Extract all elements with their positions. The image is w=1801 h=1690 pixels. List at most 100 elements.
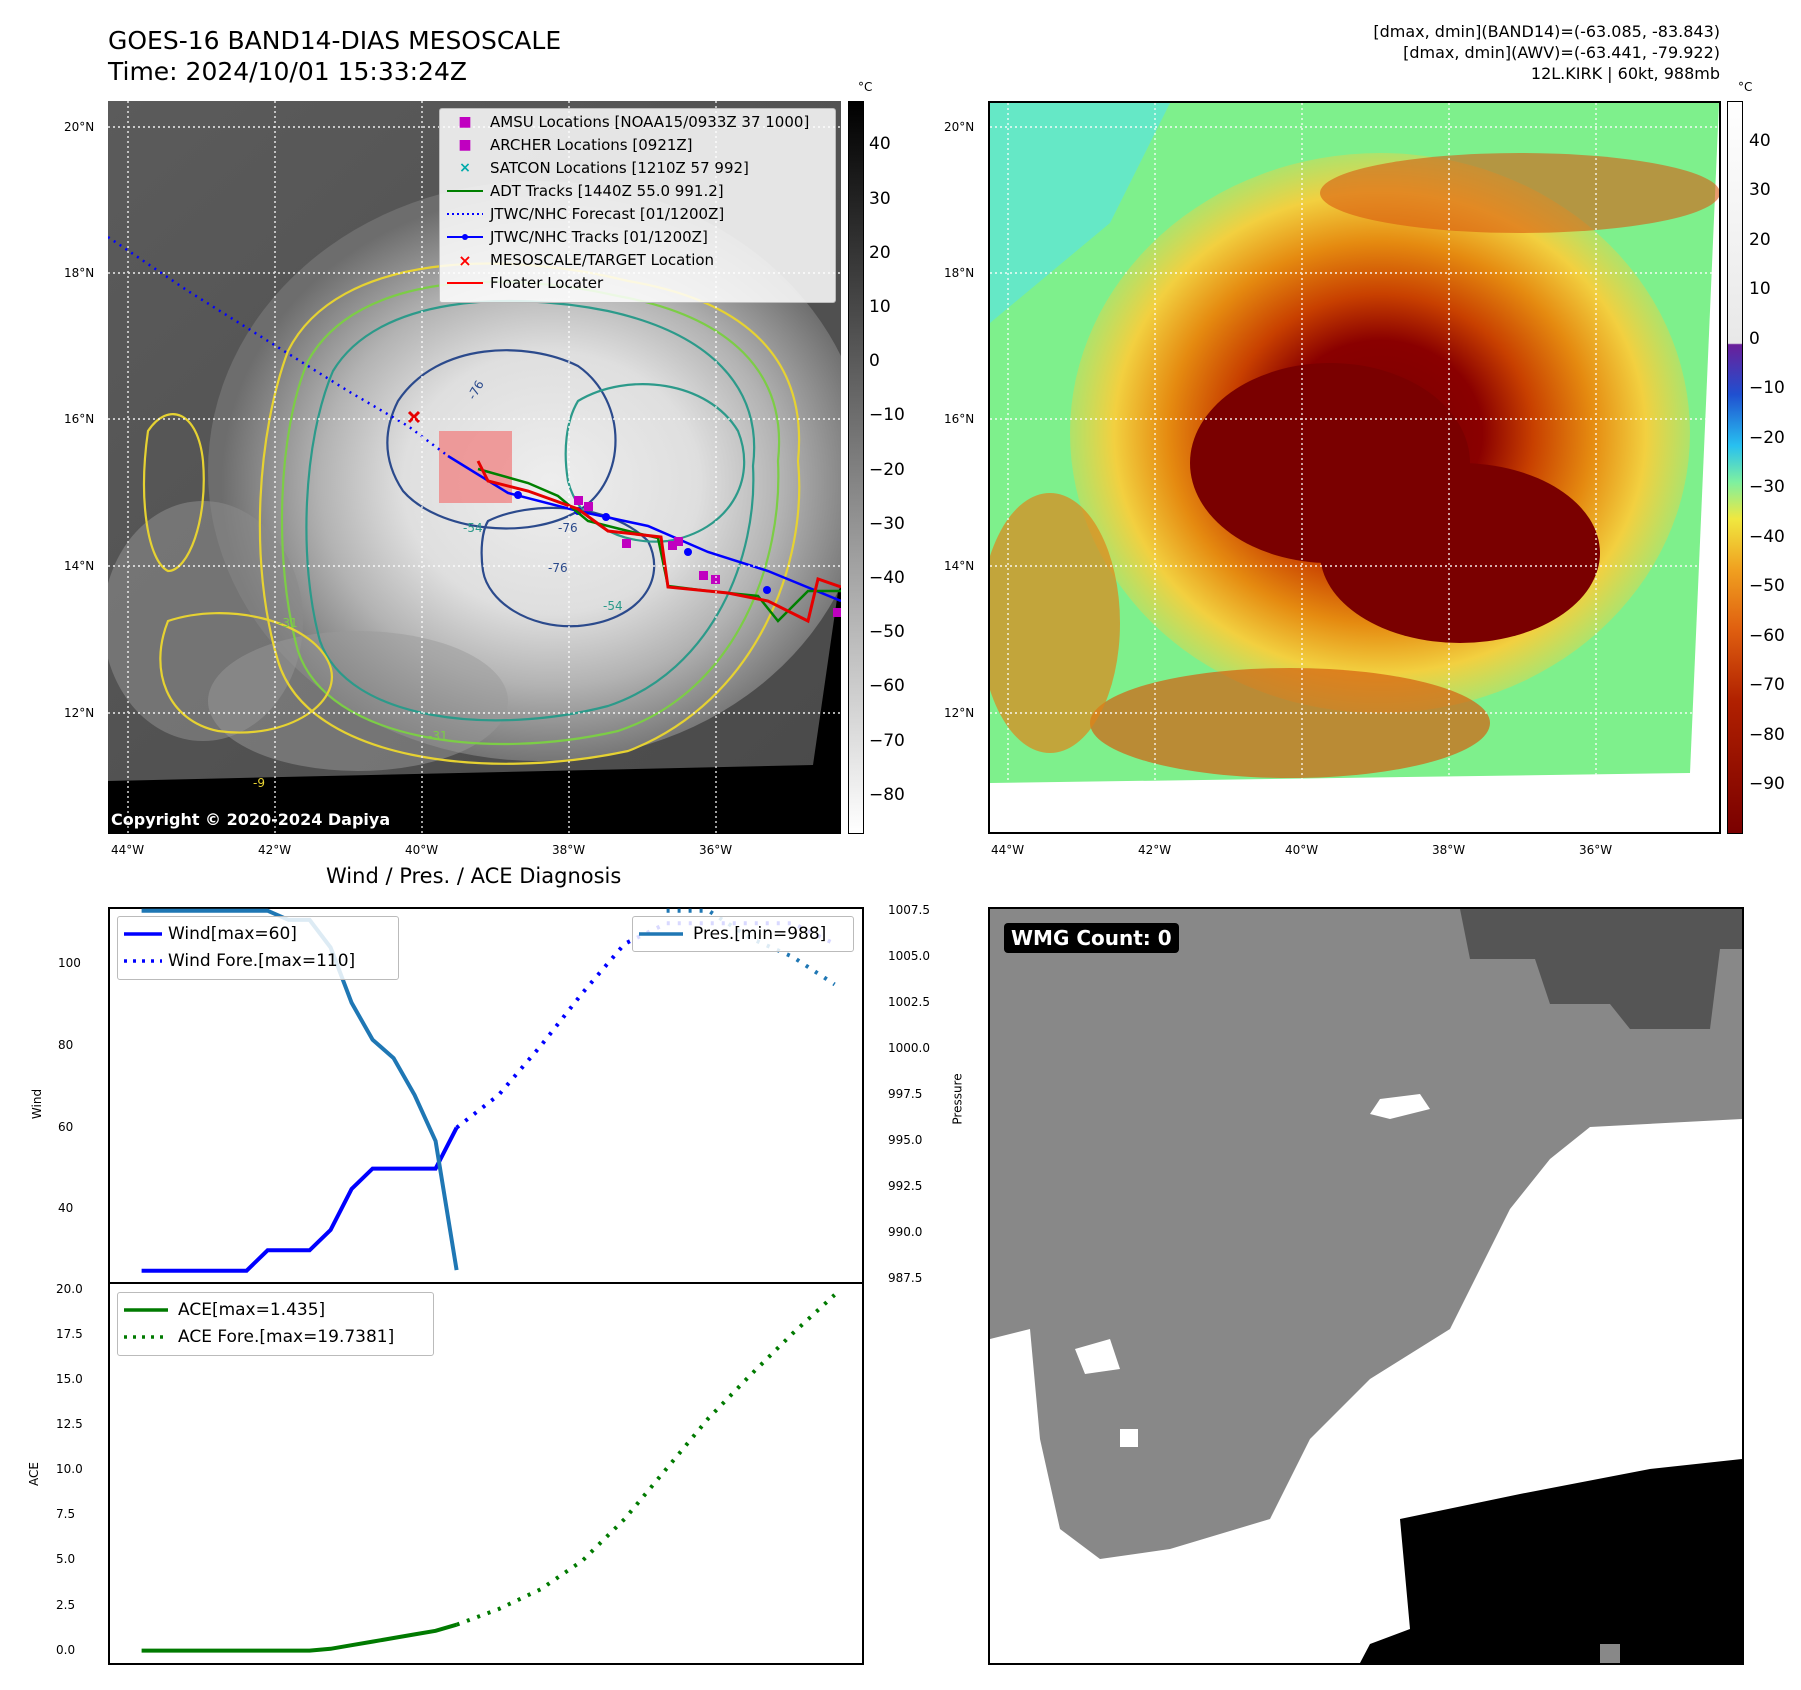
ace-tick-label: 5.0	[56, 1552, 76, 1567]
map-legend: ■ AMSU Locations [NOAA15/0933Z 37 1000] …	[439, 108, 836, 303]
line-marker-icon	[639, 932, 683, 936]
legend-item: JTWC/NHC Forecast [01/1200Z]	[440, 203, 724, 225]
ace-tick-label: 7.5	[56, 1507, 76, 1522]
colorbar-tick: −80	[869, 784, 905, 805]
info-line3: 12L.KIRK | 60kt, 988mb	[1530, 64, 1720, 83]
colorbar-tick: −10	[869, 405, 905, 426]
contour-label: -31	[278, 616, 298, 630]
ace-line	[141, 1622, 458, 1653]
diag-title: Wind / Pres. / ACE Diagnosis	[326, 864, 622, 888]
info-line2: [dmax, dmin](AWV)=(-63.441, -79.922)	[1403, 43, 1720, 62]
colorbar-tick: −30	[1749, 477, 1785, 498]
legend-item: ACE Fore.[max=19.7381]	[118, 1326, 394, 1348]
lon-label: 42°W	[258, 843, 292, 857]
jtwc-track	[447, 454, 842, 603]
color-colorbar	[1727, 101, 1743, 834]
pressure-forecast-line	[666, 908, 836, 987]
colorbar-tick: −10	[1749, 378, 1785, 399]
color-ir-map-panel	[988, 101, 1721, 834]
lat-label: 12°N	[944, 706, 975, 720]
colorbar-tick: 10	[1749, 279, 1771, 300]
colorbar-tick: 20	[1749, 229, 1771, 250]
wind-axis-label: Wind	[30, 1088, 45, 1120]
grayscale-colorbar	[848, 101, 864, 834]
pressure-tick-label: 1000.0	[888, 1040, 930, 1055]
contour-label: -54	[463, 521, 483, 535]
lon-label: 36°W	[699, 843, 733, 857]
colorbar-tick: −40	[869, 567, 905, 588]
figure-title-line2: Time: 2024/10/01 15:33:24Z	[108, 57, 467, 86]
legend-label: Wind[max=60]	[168, 924, 297, 944]
legend-label: Wind Fore.[max=110]	[168, 951, 356, 971]
legend-label: ACE[max=1.435]	[178, 1300, 326, 1320]
colorbar-unit: °C	[1738, 80, 1753, 94]
legend-label: SATCON Locations [1210Z 57 992]	[490, 159, 749, 177]
contour-label: -76	[548, 561, 568, 575]
lat-label: 18°N	[944, 266, 975, 280]
copyright-text: Copyright © 2020-2024 Dapiya	[111, 810, 391, 829]
legend-label: JTWC/NHC Forecast [01/1200Z]	[490, 205, 725, 223]
x-marker-icon: ×	[458, 250, 472, 270]
x-marker-icon: ×	[459, 160, 471, 176]
wind-tick-label: 100	[58, 956, 81, 971]
legend-label: MESOSCALE/TARGET Location	[490, 251, 715, 269]
colorbar-tick: 40	[869, 134, 891, 155]
colorbar-tick: −80	[1749, 724, 1785, 745]
wind-legend: Wind[max=60] Wind Fore.[max=110]	[117, 916, 399, 980]
square-marker-icon: ■	[458, 137, 472, 153]
pressure-legend: Pres.[min=988]	[632, 916, 854, 952]
legend-item: JTWC/NHC Tracks [01/1200Z]	[440, 226, 708, 248]
pressure-tick-label: 1005.0	[888, 948, 930, 963]
figure-title-line1: GOES-16 BAND14-DIAS MESOSCALE	[108, 26, 562, 55]
pressure-tick-label: 1002.5	[888, 994, 930, 1009]
colorbar-tick: −20	[1749, 427, 1785, 448]
ace-forecast-line	[455, 1293, 836, 1627]
ace-axis-label: ACE	[26, 1462, 41, 1486]
lon-label: 40°W	[405, 843, 439, 857]
pressure-tick-label: 992.5	[888, 1179, 923, 1194]
ace-tick-label: 12.5	[56, 1417, 83, 1432]
lon-label: 38°W	[1432, 843, 1466, 857]
dotted-line-icon	[124, 959, 162, 963]
pressure-tick-label: 987.5	[888, 1271, 923, 1286]
lat-label: 16°N	[944, 412, 975, 426]
ir-map-panel: -76 -76 -76 -54 -54 -31 -31 -9 ■ AMSU Lo…	[103, 101, 868, 834]
lat-label: 14°N	[944, 559, 975, 573]
legend-label: Floater Locater	[490, 274, 604, 292]
color-ir-map-image	[990, 103, 1719, 832]
legend-label: JTWC/NHC Tracks [01/1200Z]	[490, 228, 708, 246]
lat-label: 14°N	[64, 559, 95, 573]
pressure-tick-label: 990.0	[888, 1225, 923, 1240]
lat-label: 12°N	[64, 706, 95, 720]
info-line1: [dmax, dmin](BAND14)=(-63.085, -83.843)	[1373, 22, 1720, 41]
wind-forecast-line	[455, 921, 836, 1130]
lat-label: 20°N	[64, 120, 95, 134]
square-marker-icon: ■	[458, 114, 472, 130]
colorbar-tick: 30	[869, 188, 891, 209]
lon-label: 44°W	[991, 843, 1025, 857]
colorbar-tick: −60	[869, 676, 905, 697]
legend-item: Pres.[min=988]	[633, 923, 826, 945]
legend-label: ACE Fore.[max=19.7381]	[178, 1327, 395, 1347]
legend-label: ARCHER Locations [0921Z]	[490, 136, 693, 154]
wind-tick-label: 40	[58, 1201, 74, 1216]
colorbar-tick: −90	[1749, 774, 1785, 795]
legend-label: ADT Tracks [1440Z 55.0 991.2]	[490, 182, 724, 200]
contour-label: -9	[253, 776, 265, 790]
floater-track	[476, 460, 842, 624]
lat-label: 16°N	[64, 412, 95, 426]
legend-item: × MESOSCALE/TARGET Location	[440, 249, 714, 271]
legend-item: × SATCON Locations [1210Z 57 992]	[440, 157, 749, 179]
contour-label: -54	[603, 599, 623, 613]
line-dot-icon	[447, 234, 483, 240]
lat-label: 18°N	[64, 266, 95, 280]
colorbar-tick: 40	[1749, 130, 1771, 151]
pressure-axis-label: Pressure	[950, 1073, 965, 1125]
legend-item: Floater Locater	[440, 272, 603, 294]
ace-tick-label: 20.0	[56, 1282, 83, 1297]
dotted-line-icon	[124, 1335, 168, 1339]
line-marker-icon	[124, 1308, 168, 1312]
lon-label: 42°W	[1138, 843, 1172, 857]
colorbar-tick: −30	[869, 513, 905, 534]
colorbar-tick: −40	[1749, 526, 1785, 547]
